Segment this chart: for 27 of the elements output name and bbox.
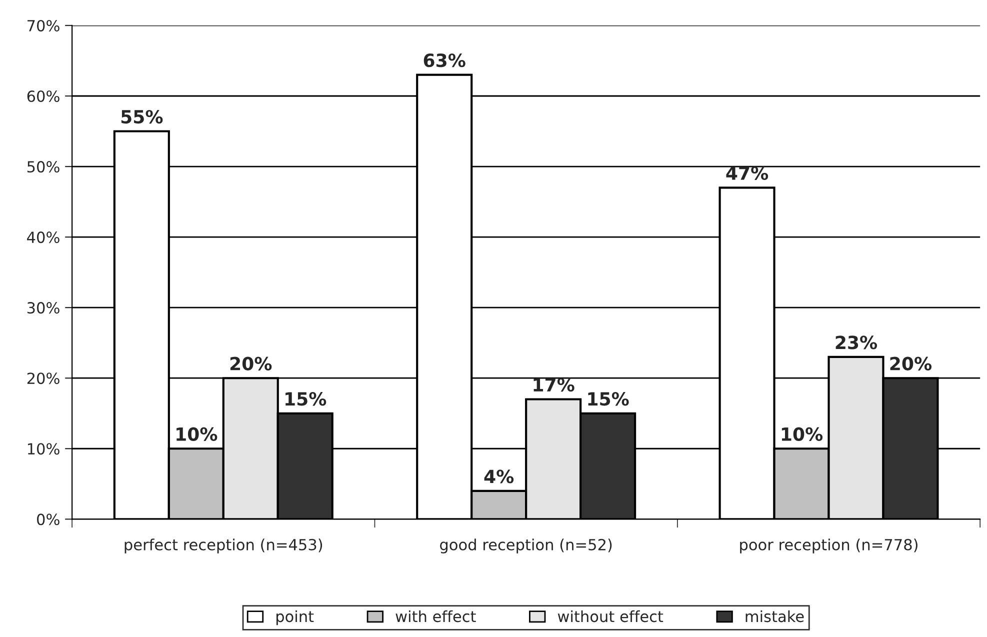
legend-label: without effect xyxy=(558,610,664,622)
data-label: 10% xyxy=(782,427,823,441)
y-tick-label: 40% xyxy=(27,232,60,244)
y-tick-label: 30% xyxy=(27,302,60,314)
x-tick-label: poor reception (n=778) xyxy=(740,538,918,554)
x-tick-label: good reception (n=52) xyxy=(440,538,612,554)
y-tick-label: 0% xyxy=(37,514,60,526)
data-label: 10% xyxy=(176,427,218,441)
legend-label: with effect xyxy=(396,610,476,622)
y-tick-label: 70% xyxy=(28,20,60,32)
data-label: 20% xyxy=(230,356,272,370)
data-label: 15% xyxy=(286,392,326,406)
legend-label: point xyxy=(276,610,314,626)
data-label: 15% xyxy=(588,392,629,406)
y-tick-label: 20% xyxy=(27,372,60,384)
y-tick-label: 60% xyxy=(27,90,60,102)
x-tick-label: perfect reception (n=453) xyxy=(124,538,322,554)
data-label: 63% xyxy=(424,54,466,68)
data-label: 20% xyxy=(890,356,932,370)
data-label: 23% xyxy=(836,336,878,350)
y-tick-label: 50% xyxy=(27,160,60,173)
data-label: 55% xyxy=(121,110,163,124)
data-label: 4% xyxy=(484,470,514,484)
data-label: 47% xyxy=(726,166,768,180)
y-tick-label: 10% xyxy=(28,443,60,455)
data-label: 17% xyxy=(534,378,574,392)
legend-label: mistake xyxy=(746,610,804,622)
